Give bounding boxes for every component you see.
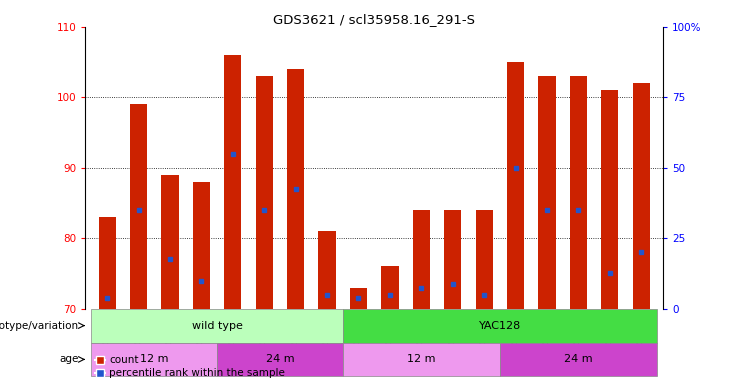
Bar xyxy=(633,83,650,309)
Bar xyxy=(413,210,430,309)
Text: genotype/variation: genotype/variation xyxy=(0,321,79,331)
Bar xyxy=(225,55,242,309)
Bar xyxy=(162,175,179,309)
Bar xyxy=(91,309,343,343)
Bar xyxy=(570,76,587,309)
Bar xyxy=(343,309,657,343)
Text: 24 m: 24 m xyxy=(266,354,294,364)
Bar xyxy=(476,210,493,309)
Bar xyxy=(507,62,524,309)
Bar xyxy=(287,69,305,309)
Text: YAC128: YAC128 xyxy=(479,321,521,331)
Bar xyxy=(217,343,343,376)
Bar xyxy=(91,343,217,376)
Bar xyxy=(444,210,462,309)
Bar xyxy=(350,288,367,309)
Legend: count, percentile rank within the sample: count, percentile rank within the sample xyxy=(90,351,289,382)
Bar xyxy=(99,217,116,309)
Bar xyxy=(382,266,399,309)
Text: 24 m: 24 m xyxy=(564,354,593,364)
Bar xyxy=(601,90,619,309)
Bar xyxy=(538,76,556,309)
Bar xyxy=(319,231,336,309)
Title: GDS3621 / scl35958.16_291-S: GDS3621 / scl35958.16_291-S xyxy=(273,13,475,26)
Text: 12 m: 12 m xyxy=(140,354,168,364)
Text: wild type: wild type xyxy=(192,321,242,331)
Text: age: age xyxy=(59,354,79,364)
Bar xyxy=(500,343,657,376)
Bar xyxy=(193,182,210,309)
Bar xyxy=(343,343,500,376)
Bar xyxy=(130,104,147,309)
Text: 12 m: 12 m xyxy=(407,354,436,364)
Bar xyxy=(256,76,273,309)
